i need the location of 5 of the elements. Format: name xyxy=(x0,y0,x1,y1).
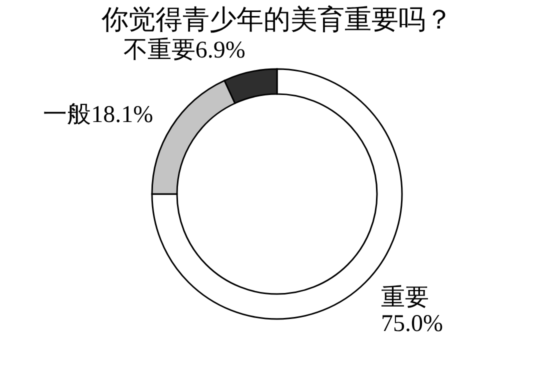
slice-label: 重要 xyxy=(380,284,429,311)
slice-label: 不重要6.9% xyxy=(123,37,246,64)
slice-label: 一般18.1% xyxy=(43,102,154,128)
chart-title: 你觉得青少年的美育重要吗？ xyxy=(100,4,452,34)
data-label: 75.0% xyxy=(380,310,443,337)
